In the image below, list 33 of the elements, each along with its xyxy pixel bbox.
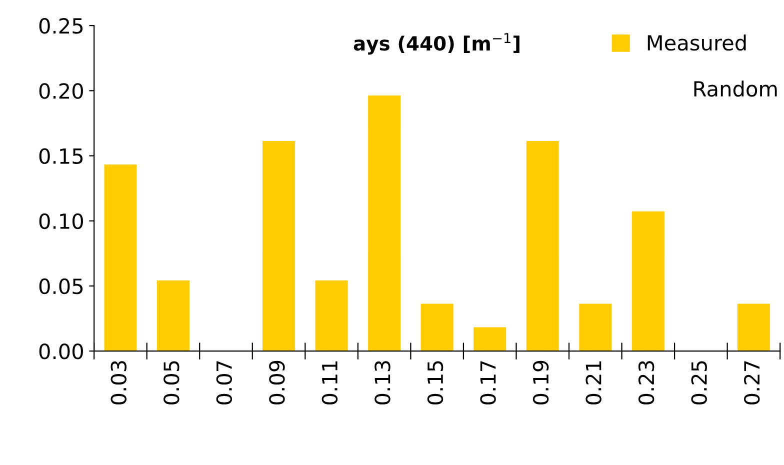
x-tick-label: 0.03 bbox=[110, 361, 127, 404]
x-tick-label: 0.05 bbox=[164, 361, 180, 404]
y-tick-label: 0.25 bbox=[39, 18, 83, 34]
y-tick-label: 0.05 bbox=[39, 278, 83, 294]
bar bbox=[104, 164, 137, 352]
bar bbox=[315, 280, 348, 352]
x-tick-label: 0.07 bbox=[216, 361, 232, 404]
bar bbox=[368, 95, 401, 352]
chart-title: ays (440) [m$^{−1}$] bbox=[354, 33, 520, 55]
y-tick-label: 0.10 bbox=[39, 213, 83, 230]
bar bbox=[579, 304, 612, 352]
y-tick-label: 0.15 bbox=[39, 148, 83, 164]
bar bbox=[156, 280, 190, 352]
y-tick-label: 0.00 bbox=[39, 344, 83, 360]
x-tick-label: 0.09 bbox=[269, 360, 285, 404]
legend-label: Measured bbox=[648, 34, 746, 51]
bar bbox=[262, 141, 296, 352]
x-tick-label: 0.11 bbox=[322, 361, 338, 404]
x-tick-label: 0.25 bbox=[691, 361, 707, 404]
y-tick-label: 0.20 bbox=[39, 83, 83, 99]
bar bbox=[474, 327, 506, 352]
bar bbox=[632, 211, 664, 352]
x-tick-label: 0.23 bbox=[638, 361, 654, 404]
bar bbox=[420, 304, 454, 352]
x-tick-label: 0.15 bbox=[427, 361, 444, 404]
x-tick-label: 0.13 bbox=[374, 361, 390, 404]
x-tick-label: 0.27 bbox=[744, 361, 760, 404]
bar bbox=[737, 304, 770, 352]
x-tick-label: 0.21 bbox=[586, 361, 602, 404]
bar bbox=[526, 141, 559, 352]
annotation: Random bbox=[694, 80, 777, 97]
x-tick-label: 0.17 bbox=[480, 361, 496, 404]
x-tick-label: 0.19 bbox=[532, 360, 549, 404]
